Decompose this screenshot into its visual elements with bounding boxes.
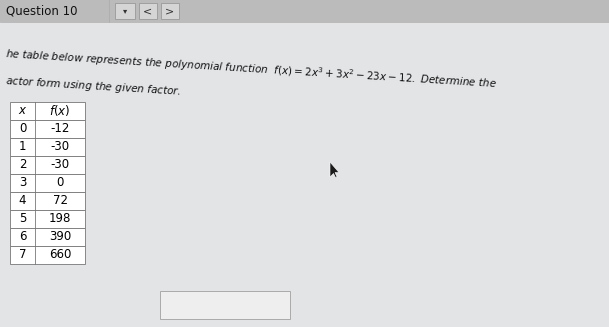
- Text: -30: -30: [51, 159, 69, 171]
- FancyBboxPatch shape: [10, 120, 85, 138]
- Text: 660: 660: [49, 249, 71, 262]
- Text: $\it{he\ table\ below\ represents\ the\ polynomial\ function}$  $f(x) = 2x^3 + 3: $\it{he\ table\ below\ represents\ the\ …: [5, 46, 498, 92]
- Text: 5: 5: [19, 213, 26, 226]
- Text: 0: 0: [56, 177, 64, 190]
- FancyBboxPatch shape: [161, 3, 179, 19]
- Text: $f(x)$: $f(x)$: [49, 104, 71, 118]
- FancyBboxPatch shape: [139, 3, 157, 19]
- Text: $\it{actor\ form\ using\ the\ given\ factor.}$: $\it{actor\ form\ using\ the\ given\ fac…: [5, 74, 181, 98]
- FancyBboxPatch shape: [0, 22, 609, 327]
- Polygon shape: [330, 162, 339, 178]
- FancyBboxPatch shape: [0, 0, 609, 22]
- Text: 390: 390: [49, 231, 71, 244]
- Text: -30: -30: [51, 141, 69, 153]
- FancyBboxPatch shape: [10, 210, 85, 228]
- FancyBboxPatch shape: [10, 246, 85, 264]
- Text: 0: 0: [19, 123, 26, 135]
- Text: 198: 198: [49, 213, 71, 226]
- Text: 7: 7: [19, 249, 26, 262]
- Text: <: <: [143, 6, 153, 16]
- Text: 4: 4: [19, 195, 26, 208]
- FancyBboxPatch shape: [10, 174, 85, 192]
- Text: 2: 2: [19, 159, 26, 171]
- Text: >: >: [166, 6, 175, 16]
- Text: $x$: $x$: [18, 105, 27, 117]
- Text: 1: 1: [19, 141, 26, 153]
- FancyBboxPatch shape: [10, 156, 85, 174]
- Text: 3: 3: [19, 177, 26, 190]
- FancyBboxPatch shape: [115, 3, 135, 19]
- Text: ▾: ▾: [123, 7, 127, 15]
- FancyBboxPatch shape: [10, 138, 85, 156]
- FancyBboxPatch shape: [10, 228, 85, 246]
- Text: -12: -12: [51, 123, 69, 135]
- FancyBboxPatch shape: [10, 102, 85, 120]
- FancyBboxPatch shape: [10, 192, 85, 210]
- Text: 72: 72: [52, 195, 68, 208]
- Text: Question 10: Question 10: [6, 5, 77, 18]
- Text: 6: 6: [19, 231, 26, 244]
- FancyBboxPatch shape: [160, 291, 290, 319]
